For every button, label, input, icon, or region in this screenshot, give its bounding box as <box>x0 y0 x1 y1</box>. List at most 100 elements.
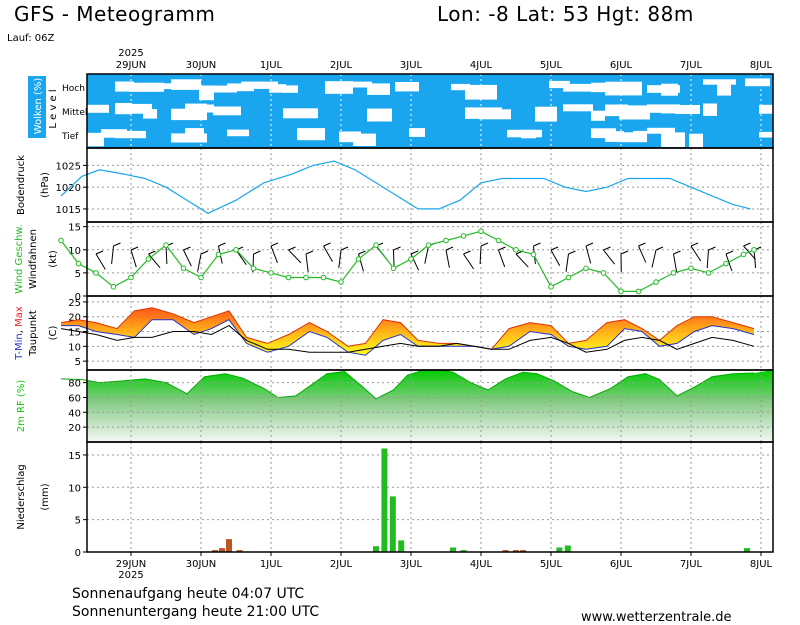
top-date-label: 29JUN <box>116 60 146 71</box>
wind-barb-flag <box>148 250 156 255</box>
wind-barb <box>603 249 615 265</box>
wind-barb <box>690 245 702 262</box>
wind-barb <box>743 245 756 260</box>
humidity-ytick-label: 20 <box>68 423 81 434</box>
precip-bar <box>381 448 388 552</box>
bottom-date-label: 29JUN <box>116 559 146 570</box>
pressure-frame <box>86 147 774 223</box>
cloud-gap <box>409 128 425 137</box>
wind-speed-point <box>338 279 344 285</box>
wind-barb <box>445 249 450 268</box>
cloud-level-mittel: Mittel <box>62 108 87 118</box>
temperature-ylabel2: Taupunkt <box>28 310 39 357</box>
cloud-gap <box>367 108 392 122</box>
wind-speed-point <box>513 247 519 253</box>
cloud-gap <box>227 83 254 92</box>
wind-barb <box>270 245 278 263</box>
cloud-ylabel: Wolken (%) <box>33 78 44 135</box>
precip-bar <box>212 550 218 552</box>
wind-barb-flag <box>568 250 576 255</box>
temperature-ylabel: T-Min, Max <box>14 306 25 361</box>
bottom-date-label: 5JUL <box>540 559 563 570</box>
wind-ytick-label: 10 <box>68 246 81 257</box>
precip-unit: (mm) <box>40 483 51 510</box>
wind-speed-point <box>600 270 607 276</box>
wind-barb-flag <box>533 242 541 247</box>
cloud-gap <box>115 103 132 115</box>
wind-ylabel: Wind Geschw. <box>14 224 25 294</box>
bottom-date-label: 4JUL <box>470 559 493 570</box>
wind-ylabel2: Windfahnen <box>28 229 39 289</box>
cloud-gap <box>717 82 731 96</box>
cloud-gap <box>591 82 613 93</box>
cloud-gap <box>619 105 650 120</box>
bottom-date-label: 2JUL <box>330 559 353 570</box>
cloud-gap <box>283 108 318 119</box>
cloud-level-hoch: Hoch <box>62 84 85 94</box>
precip-bar <box>502 550 509 552</box>
precip-bar <box>389 496 396 552</box>
wind-barb-flag <box>393 246 401 251</box>
temperature-ytick-label: 20 <box>68 313 81 324</box>
wind-barb-flag <box>253 250 261 255</box>
t-range-band <box>61 307 754 356</box>
pressure-unit: (hPa) <box>40 172 51 198</box>
wind-barb <box>651 249 657 268</box>
wind-speed-point <box>478 228 484 235</box>
wind-barb-flag <box>603 246 611 251</box>
precipitation-ytick-label: 0 <box>75 548 81 559</box>
wind-barb-flag <box>620 250 629 255</box>
wind-barb-flag <box>113 242 121 247</box>
wind-speed-point <box>355 256 362 262</box>
wind-barb-flag <box>743 242 751 247</box>
wind-speed-point <box>303 274 309 281</box>
wind-barb <box>498 249 506 268</box>
cloud-gap <box>129 103 152 114</box>
top-year-label: 2025 <box>118 48 143 59</box>
wind-barb <box>111 245 114 264</box>
wind-barb-flag <box>585 242 594 247</box>
precip-bar <box>744 548 750 552</box>
website-credit: www.wetterzentrale.de <box>581 610 732 625</box>
humidity-ytick-label: 40 <box>68 408 81 419</box>
wind-ytick-label: 0 <box>75 292 81 303</box>
cloud-level-tief: Tief <box>61 132 79 142</box>
wind-barb <box>515 253 529 268</box>
cloud-gap <box>633 130 647 141</box>
precip-bar <box>513 550 519 552</box>
cloud-gap <box>521 129 536 139</box>
top-date-label: 30JUN <box>186 60 216 71</box>
bottom-date-label: 1JUL <box>260 559 283 570</box>
top-date-label: 8JUL <box>750 60 773 71</box>
temperature-ytick-label: 15 <box>68 328 81 339</box>
wind-barb-flag <box>288 246 296 251</box>
wind-barb <box>183 249 192 267</box>
bottom-year-label: 2025 <box>118 570 143 581</box>
wind-barb <box>338 249 342 268</box>
bottom-date-label: 3JUL <box>400 559 423 570</box>
cloud-gap <box>605 81 642 96</box>
precip-bar <box>564 545 571 552</box>
precip-bar <box>219 548 225 552</box>
precipitation-ytick-label: 10 <box>68 483 81 494</box>
wind-ytick-label: 5 <box>75 269 81 280</box>
wind-barb-flag <box>410 250 419 255</box>
temperature-unit: (C) <box>48 326 59 341</box>
wind-barb-flag <box>358 250 366 255</box>
cloud-gap <box>661 83 678 96</box>
cloud-gap <box>661 132 685 147</box>
precipitation-ytick-label: 15 <box>68 451 81 462</box>
wind-speed-point <box>390 265 397 272</box>
precip-bar <box>450 547 456 552</box>
wind-barb <box>479 245 482 265</box>
wind-barb <box>130 249 137 268</box>
wind-speed-point <box>653 279 659 285</box>
wind-speed-point <box>670 270 677 276</box>
wind-speed-point <box>635 288 642 295</box>
cloud-gap <box>367 83 390 95</box>
wind-speed-point <box>548 284 554 290</box>
cloud-gap <box>479 109 511 120</box>
wind-speed-point <box>751 247 757 253</box>
wind-speed-point <box>75 260 82 267</box>
